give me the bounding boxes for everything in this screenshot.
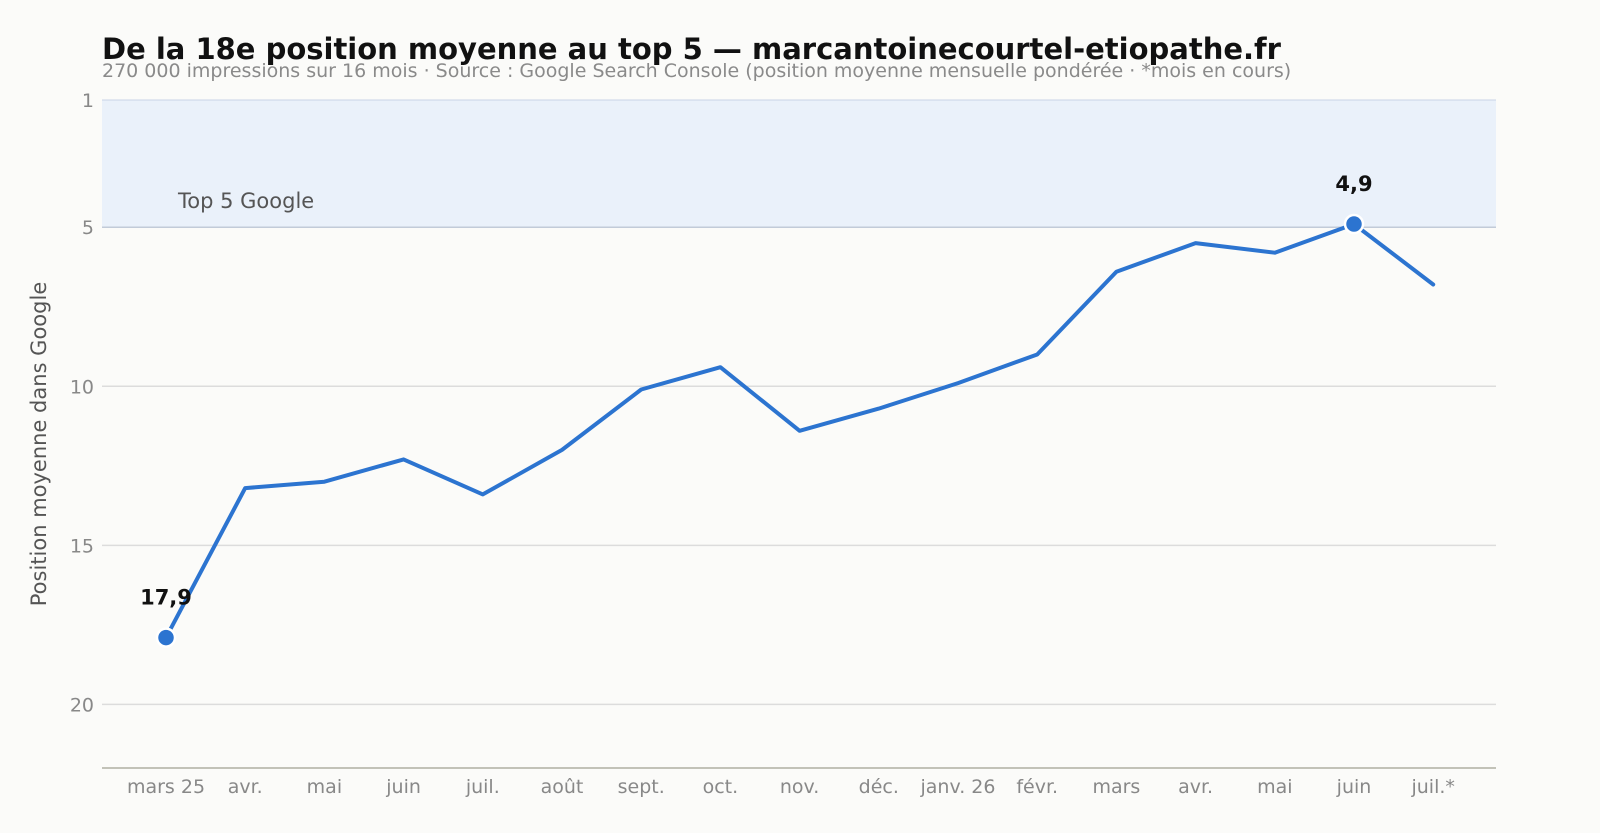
x-tick-label: août: [541, 776, 584, 798]
x-tick-label: mars: [1092, 776, 1140, 798]
x-tick-label: juin: [1336, 776, 1372, 798]
chart-subtitle: 270 000 impressions sur 16 mois · Source…: [102, 60, 1291, 82]
x-axis: mars 25 avr. mai juin juil. août sept. oct. nov.…: [102, 767, 1496, 798]
x-tick-label: févr.: [1016, 776, 1058, 798]
x-tick-label: mai: [307, 776, 342, 798]
y-tick-label: 1: [82, 90, 94, 112]
gridlines: [102, 385, 1496, 706]
y-tick-label: 5: [82, 217, 94, 239]
top5-band-label: Top 5 Google: [177, 189, 314, 213]
top5-band: Top 5 Google: [102, 99, 1496, 228]
y-axis-label: Position moyenne dans Google: [27, 282, 51, 607]
x-tick-label: avr.: [228, 776, 263, 798]
top5-band-rect: [102, 100, 1496, 228]
x-tick-label: janv. 26: [920, 776, 996, 798]
data-point-marker: [155, 627, 177, 648]
chart-title: De la 18e position moyenne au top 5 — ma…: [102, 32, 1282, 66]
series-line: [164, 222, 1436, 640]
y-tick-label: 10: [70, 376, 94, 398]
x-tick-label: mars 25: [127, 776, 205, 798]
x-tick-label: juil.: [465, 776, 500, 798]
x-tick-label: sept.: [618, 776, 665, 798]
data-label: 17,9: [140, 586, 192, 610]
data-labels: 17,9 4,9: [140, 172, 1373, 648]
series-line-path: [164, 222, 1436, 640]
x-tick-label: oct.: [703, 776, 739, 798]
x-tick-label: mai: [1257, 776, 1292, 798]
x-tick-label: avr.: [1178, 776, 1213, 798]
y-tick-label: 15: [70, 535, 94, 557]
y-tick-label: 20: [70, 694, 94, 716]
x-tick-label: nov.: [780, 776, 819, 798]
data-point-marker: [1343, 213, 1365, 235]
data-label: 4,9: [1335, 172, 1372, 196]
x-tick-label: déc.: [859, 776, 899, 798]
x-tick-label: juil.*: [1410, 776, 1454, 798]
x-tick-label: juin: [385, 776, 421, 798]
